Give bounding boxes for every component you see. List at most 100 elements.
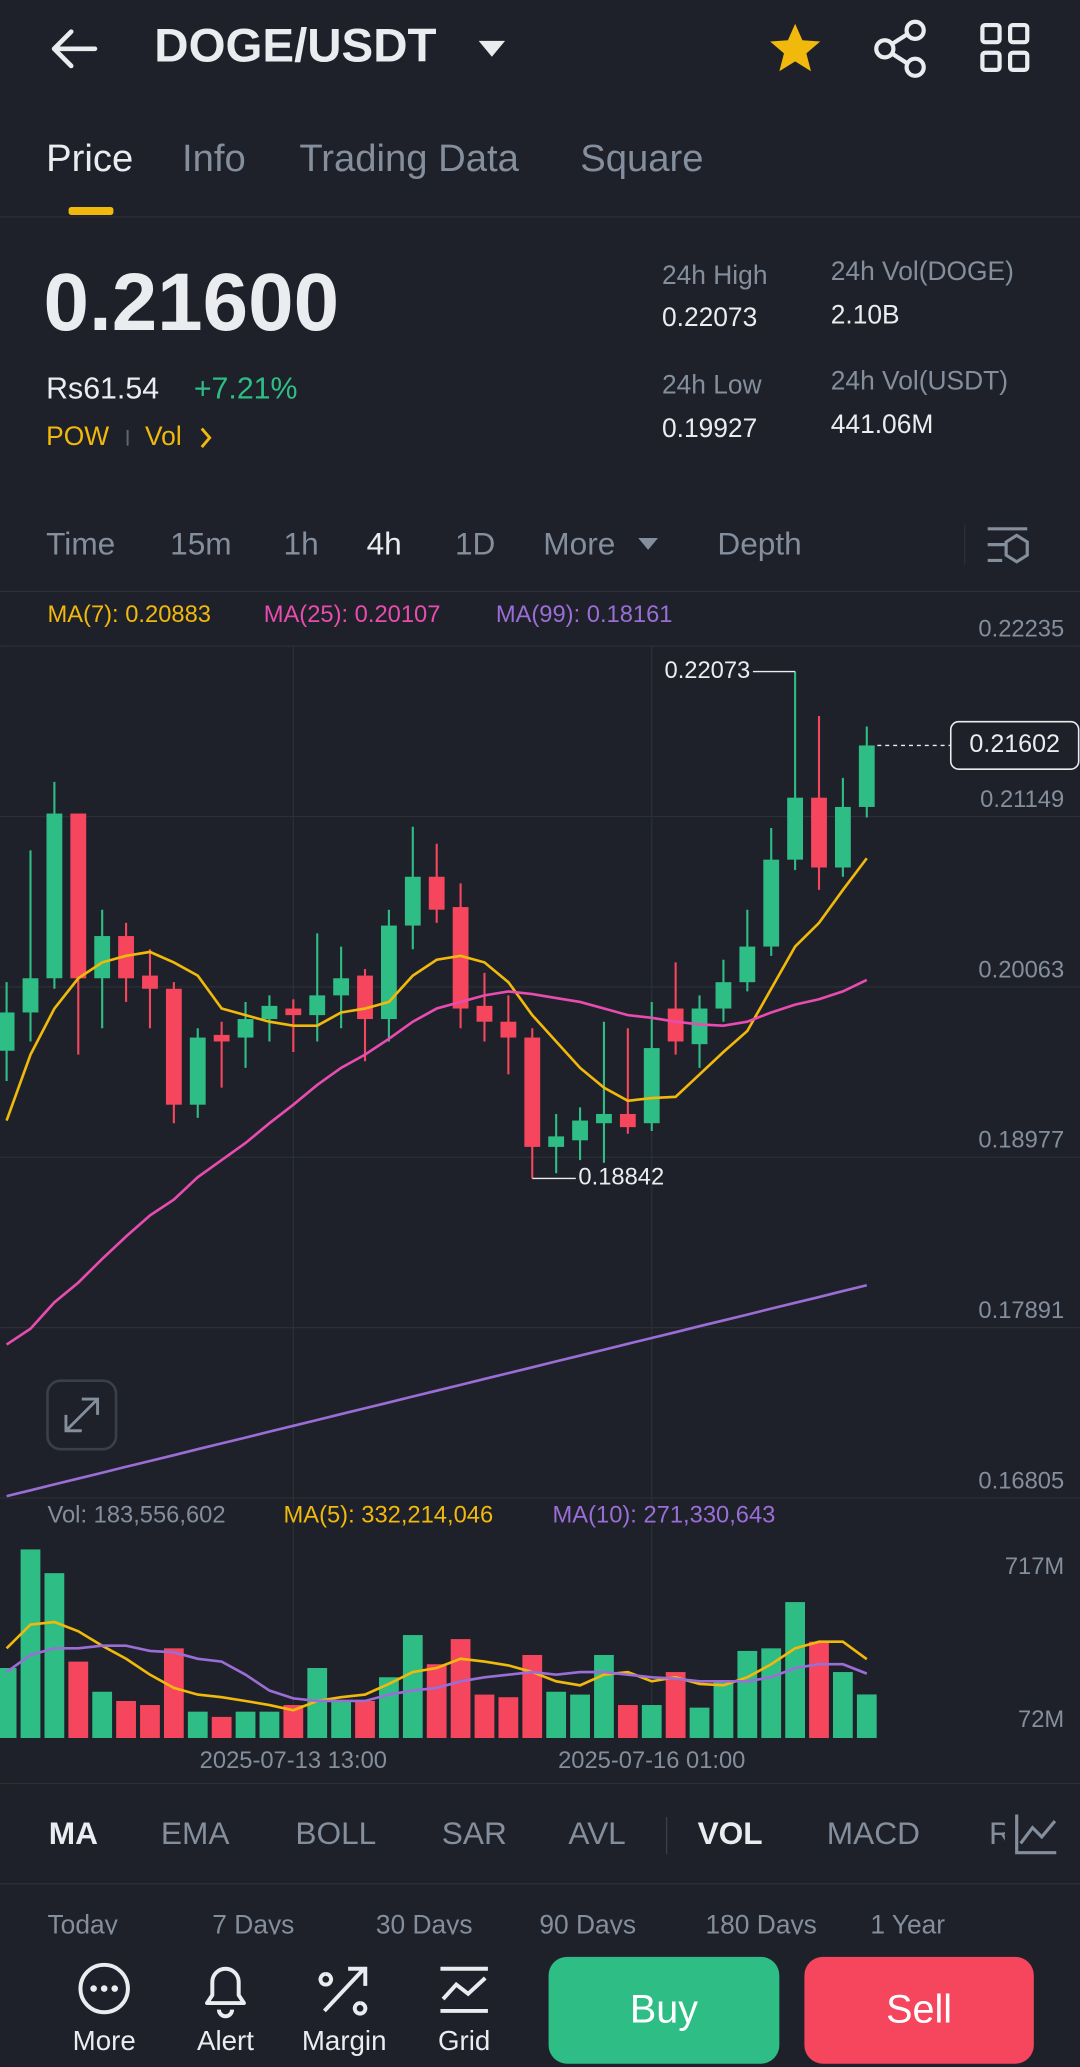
favorite-star[interactable] [770, 23, 821, 72]
indicator[interactable]: AVL [568, 1815, 625, 1851]
more-action[interactable]: More [73, 1962, 136, 2056]
y-tick-label: 0.20063 [978, 957, 1064, 983]
candle [189, 1028, 206, 1118]
sell-button[interactable]: Sell [804, 1956, 1034, 2064]
candle-body [189, 1037, 206, 1105]
back-button[interactable] [51, 29, 98, 69]
volume-bar [617, 1705, 638, 1738]
candle-body [619, 1113, 636, 1128]
candle-body [404, 876, 421, 926]
volume-bar [713, 1681, 734, 1738]
tab[interactable]: Info [182, 137, 246, 180]
candle-body [357, 975, 373, 1020]
margin-action[interactable]: Margin [302, 1966, 387, 2056]
candle-body [261, 1005, 278, 1020]
fiat-price: Rs61.54 [46, 372, 159, 405]
sell-label: Sell [886, 1988, 952, 2032]
buy-button[interactable]: Buy [548, 1956, 780, 2064]
interval[interactable]: Depth [717, 525, 801, 561]
stat-value: 0.22073 [662, 302, 757, 332]
alert-action[interactable]: Alert [197, 1966, 254, 2056]
stat-value: 2.10B [831, 299, 900, 329]
indicator[interactable]: MACD [827, 1815, 920, 1851]
candle [811, 715, 827, 890]
sell-background [804, 1956, 1034, 2064]
indicator[interactable]: EMA [161, 1815, 230, 1851]
pair-dropdown[interactable] [478, 40, 506, 57]
volume-bar [809, 1641, 829, 1738]
volume-bar [235, 1711, 256, 1738]
tag[interactable]: POW [46, 421, 109, 451]
settings-lines [987, 527, 1028, 563]
candle [667, 962, 684, 1055]
chart-settings-button[interactable] [987, 527, 1029, 564]
candle-body [380, 925, 397, 1020]
tab[interactable]: Price [46, 137, 133, 180]
separator [963, 524, 966, 565]
candle-body [285, 1008, 302, 1016]
interval[interactable]: 1D [455, 525, 495, 561]
volume-bar [450, 1639, 471, 1738]
candle-body [834, 806, 851, 868]
layout-button[interactable] [980, 22, 1030, 72]
more-dot [100, 1985, 108, 1992]
kline-chart: 0.22235 0.21149 0.20063 0.18977 0.17891 0.168… [0, 602, 1080, 1774]
volume-bar [833, 1672, 853, 1738]
candle-body [237, 1019, 254, 1038]
alert-icon [205, 1966, 246, 2019]
indicator[interactable]: VOL [698, 1815, 763, 1851]
volume-bar [689, 1707, 710, 1738]
ma-line [5, 857, 868, 1121]
candle-body [94, 936, 111, 979]
candle [333, 946, 350, 1029]
fullscreen-button[interactable] [46, 1379, 118, 1451]
candle [142, 949, 158, 1029]
candle-body [739, 946, 756, 983]
tag[interactable]: Vol [145, 421, 182, 451]
y-tick-label: 0.22235 [978, 617, 1064, 643]
pair-title[interactable]: DOGE/USDT [154, 19, 436, 72]
candle-body [858, 745, 875, 807]
tab[interactable]: Square [580, 137, 703, 180]
current-price-label: 0.21602 [969, 730, 1060, 758]
candle [715, 959, 732, 1022]
y-tick-label: 0.21149 [980, 787, 1064, 813]
indicator[interactable]: SAR [442, 1815, 507, 1851]
candle-body [524, 1037, 541, 1147]
action-label: Grid [438, 2025, 490, 2056]
tab[interactable]: Trading Data [299, 137, 519, 180]
interval[interactable]: 1h [284, 525, 319, 561]
y-tick-label: 0.17891 [978, 1298, 1064, 1324]
share-button[interactable] [874, 19, 926, 78]
share-link [891, 32, 909, 66]
indicator[interactable]: MA [49, 1815, 98, 1851]
price-change: +7.21% [194, 372, 298, 405]
y-tick-label: 0.18977 [978, 1128, 1064, 1154]
indicator[interactable]: BOLL [295, 1815, 376, 1851]
stat-label: 24h Vol(DOGE) [831, 256, 1014, 286]
indicator-settings[interactable] [1015, 1814, 1057, 1855]
volume-bar [211, 1716, 232, 1738]
volume-bar [163, 1648, 184, 1738]
candle-body [811, 797, 827, 868]
ma-line [5, 978, 868, 1346]
candle-body [428, 876, 445, 910]
candle [834, 777, 851, 877]
candle [572, 1107, 588, 1161]
back-arrow [51, 29, 98, 69]
candle [0, 982, 15, 1082]
interval[interactable]: 4h [367, 525, 402, 561]
grid-action[interactable]: Grid [438, 1966, 490, 2056]
action-label: Alert [197, 2025, 254, 2056]
volume-bar [68, 1661, 89, 1738]
interval[interactable]: Time [46, 525, 115, 561]
low-label: 0.18842 [578, 1165, 664, 1191]
candle [46, 781, 63, 989]
layout-cell [1007, 22, 1030, 45]
candle [787, 671, 804, 871]
interval[interactable]: More [543, 525, 615, 561]
divider [0, 216, 1080, 218]
settings-hex [1004, 533, 1029, 564]
interval[interactable]: 15m [170, 525, 232, 561]
action-label: More [73, 2025, 136, 2056]
